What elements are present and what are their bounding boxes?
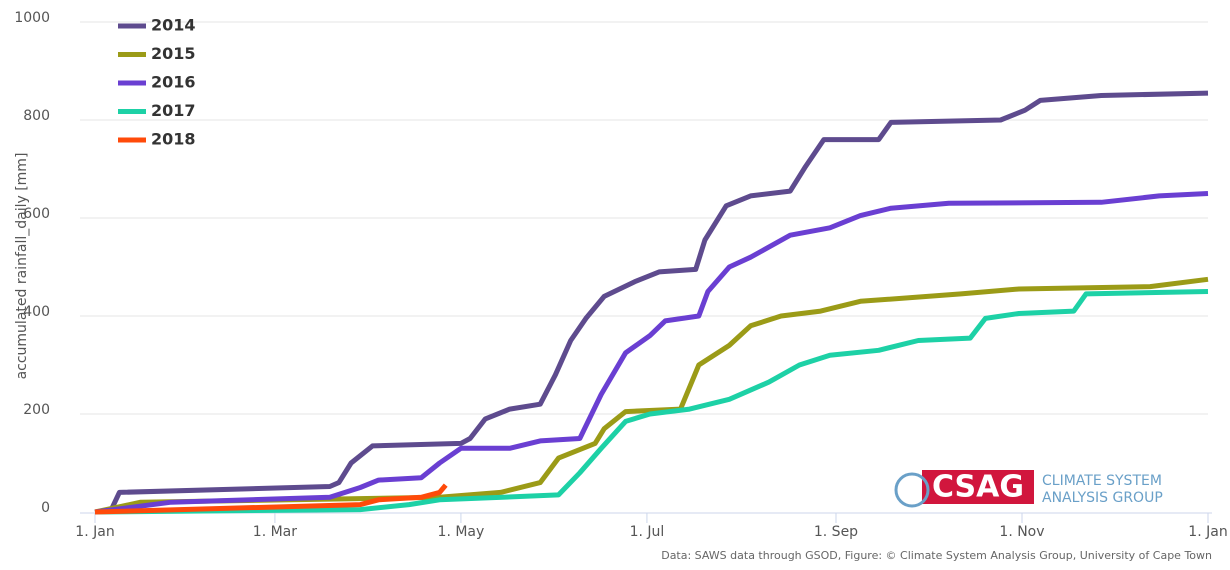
series-line [94, 191, 1209, 515]
legend-label: 2016 [151, 73, 196, 92]
logo: CSAG CLIMATE SYSTEM ANALYSIS GROUP [894, 470, 1163, 508]
x-tick-label: 1. Sep [814, 524, 858, 540]
y-tick-label: 400 [23, 304, 50, 320]
series-line [94, 289, 1209, 515]
series-line [94, 483, 448, 515]
series-line [94, 276, 1209, 515]
logo-icon [894, 472, 930, 508]
y-tick-label: 0 [41, 500, 50, 516]
x-tick-label: 1. Mar [253, 524, 297, 540]
x-tick-label: 1. Nov [999, 524, 1044, 540]
logo-line1: CLIMATE SYSTEM [1042, 473, 1162, 489]
y-tick-label: 1000 [14, 10, 50, 26]
x-tick-label: 1. Jan [1188, 524, 1227, 540]
x-tick-label: 1. May [438, 524, 485, 540]
x-tick-label: 1. Jul [630, 524, 665, 540]
legend-label: 2018 [151, 130, 196, 149]
legend-label: 2017 [151, 101, 196, 120]
logo-box [922, 470, 1034, 504]
logo-name: CSAG [932, 470, 1024, 505]
y-tick-label: 600 [23, 206, 50, 222]
y-axis-label: accumulated rainfall_daily [mm] [14, 153, 30, 380]
series-line [107, 90, 1209, 514]
y-tick-label: 200 [23, 402, 50, 418]
legend-label: 2014 [151, 16, 196, 35]
credits: Data: SAWS data through GSOD, Figure: © … [661, 549, 1212, 562]
legend-label: 2015 [151, 44, 196, 63]
logo-line2: ANALYSIS GROUP [1042, 490, 1163, 506]
y-tick-label: 800 [23, 108, 50, 124]
x-tick-label: 1. Jan [75, 524, 114, 540]
